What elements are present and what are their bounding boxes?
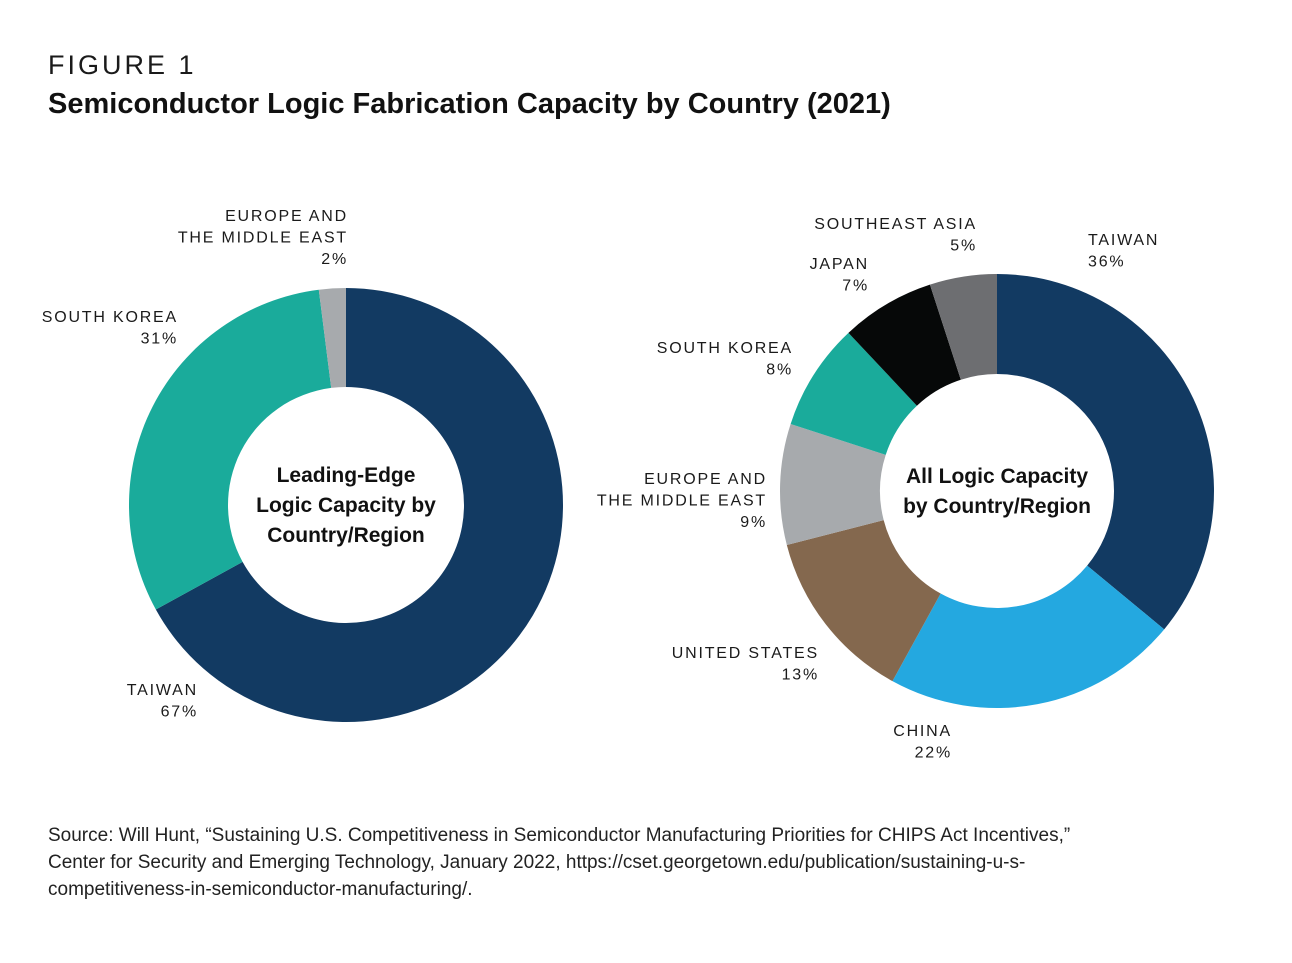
donut-slice-china (892, 565, 1165, 708)
segment-label-united-states: UNITED STATES 13% (672, 645, 819, 684)
all-logic-donut-chart: TAIWAN 36% CHINA 22% UNITED STATES 13% EUROPE … (597, 216, 1214, 762)
donut-slice-europe-and-the-middle-east (318, 288, 346, 388)
donut-slice-southeast-asia (929, 274, 997, 380)
donut-slice-south-korea (790, 332, 917, 455)
segment-label-taiwan: TAIWAN 67% (127, 682, 198, 721)
source-line-2: Center for Security and Emerging Technol… (48, 852, 1026, 873)
source-note: Source: Will Hunt, “Sustaining U.S. Comp… (48, 822, 1248, 903)
figure-label: FIGURE 1 (48, 50, 197, 80)
donut-slice-japan (848, 284, 961, 406)
donut-center-label: All Logic Capacity by Country/Region (903, 465, 1091, 518)
donut-slice-taiwan (997, 274, 1214, 630)
source-line-1: Source: Will Hunt, “Sustaining U.S. Comp… (48, 825, 1071, 846)
segment-label-europe-and-the-middle-east: EUROPE AND THE MIDDLE EAST 9% (597, 471, 767, 531)
segment-label-china: CHINA 22% (893, 723, 952, 762)
donut-slice-united-states (786, 520, 941, 682)
figure-title: Semiconductor Logic Fabrication Capacity… (48, 88, 891, 120)
segment-label-south-korea: SOUTH KOREA 8% (657, 340, 793, 379)
segment-label-japan: JAPAN 7% (810, 256, 869, 295)
donut-slice-south-korea (129, 289, 332, 610)
donut-center-label: Leading-Edge Logic Capacity by Country/Reg… (256, 464, 436, 547)
segment-label-europe-and-the-middle-east: EUROPE AND THE MIDDLE EAST 2% (178, 208, 348, 268)
segment-label-southeast-asia: SOUTHEAST ASIA 5% (814, 216, 977, 255)
source-line-3: competitiveness-in-semiconductor-manufac… (48, 879, 473, 900)
donut-slice-europe-and-the-middle-east (779, 423, 886, 545)
leading-edge-donut-chart: TAIWAN 67% SOUTH KOREA 31% EUROPE AND THE MID… (42, 208, 564, 722)
segment-label-south-korea: SOUTH KOREA 31% (42, 309, 178, 348)
segment-label-taiwan: TAIWAN 36% (1088, 232, 1159, 271)
donut-slice-taiwan (155, 288, 564, 722)
